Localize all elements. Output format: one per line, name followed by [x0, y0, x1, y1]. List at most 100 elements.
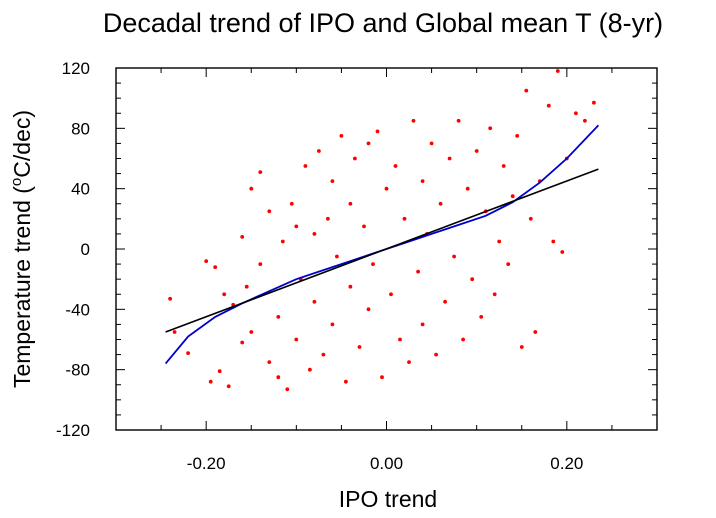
scatter-point	[348, 201, 353, 206]
scatter-point	[222, 292, 227, 297]
x-tick-label: 0.20	[550, 454, 583, 473]
x-tick-label: 0.00	[370, 454, 403, 473]
scatter-point	[515, 134, 520, 138]
scatter-point	[420, 322, 425, 327]
scatter-point	[294, 224, 299, 229]
y-axis-title: Temperature trend (oC/dec)	[8, 110, 35, 388]
scatter-point	[289, 201, 294, 206]
scatter-point	[506, 262, 511, 266]
scatter-point	[312, 299, 317, 304]
scatter-point	[276, 375, 281, 380]
scatter-point	[371, 262, 375, 266]
scatter-point	[411, 118, 416, 123]
chart-title: Decadal trend of IPO and Global mean T (…	[103, 8, 663, 38]
scatter-point	[249, 186, 254, 191]
scatter-point	[172, 330, 177, 334]
scatter-point	[434, 352, 438, 357]
scatter-point	[452, 254, 456, 259]
y-tick-label: 120	[62, 59, 90, 78]
scatter-point	[335, 254, 339, 259]
scatter-point	[393, 164, 398, 168]
scatter-point	[353, 156, 357, 161]
scatter-point	[330, 322, 335, 327]
scatter-point	[249, 330, 254, 334]
scatter-point	[420, 179, 425, 184]
scatter-point	[447, 156, 452, 161]
scatter-point	[470, 277, 475, 282]
scatter-point	[546, 103, 551, 108]
scatter-point	[551, 239, 556, 244]
scatter-point	[380, 375, 384, 380]
scatter-point	[240, 340, 245, 345]
scatter-point	[168, 296, 173, 301]
y-tick-label: -40	[65, 300, 90, 319]
scatter-point	[362, 224, 366, 229]
scatter-point	[479, 315, 484, 319]
scatter-point	[330, 179, 335, 184]
y-axis-title-suffix: C/dec)	[9, 110, 35, 178]
y-tick-label: 40	[71, 180, 90, 199]
scatter-point	[308, 367, 312, 372]
scatter-point	[592, 100, 596, 105]
cubic-fit-line	[164, 124, 600, 365]
y-tick-label: 0	[81, 240, 90, 259]
scatter-point	[574, 111, 578, 116]
scatter-point	[528, 216, 533, 221]
scatter-point	[533, 330, 538, 334]
scatter-point	[326, 216, 330, 221]
x-axis-title: IPO trend	[339, 486, 437, 512]
scatter-point	[560, 250, 565, 254]
scatter-point	[474, 149, 479, 153]
axis-ticks: -0.20 0.00 0.20 -120 -80 -40 0 40 80 120	[56, 59, 658, 473]
y-tick-label: 80	[71, 119, 90, 138]
scatter-point	[244, 284, 249, 289]
scatter-point	[438, 201, 443, 206]
scatter-point	[375, 129, 380, 134]
scatter-point	[524, 88, 529, 93]
scatter-point	[407, 360, 411, 364]
scatter-point	[492, 292, 497, 297]
scatter-point	[258, 170, 263, 175]
scatter-point	[312, 232, 317, 236]
y-axis-title-degree: o	[8, 178, 25, 186]
scatter-point	[501, 164, 506, 168]
scatter-point	[461, 337, 465, 342]
scatter-point	[366, 307, 371, 312]
scatter-point	[267, 209, 272, 214]
fit-lines	[164, 124, 600, 365]
scatter-point	[213, 265, 218, 269]
x-tick-label: -0.20	[187, 454, 226, 473]
scatter-point	[348, 284, 353, 289]
scatter-point	[402, 216, 407, 221]
scatter-points	[168, 69, 596, 392]
scatter-point	[280, 239, 285, 244]
scatter-point	[208, 379, 213, 384]
scatter-point	[285, 387, 290, 392]
scatter-point	[357, 345, 362, 349]
scatter-point	[366, 141, 371, 146]
scatter-point	[384, 186, 389, 191]
scatter-point	[204, 259, 209, 263]
scatter-point	[465, 186, 470, 191]
scatter-point	[497, 239, 502, 244]
scatter-point	[555, 69, 560, 73]
scatter-point	[321, 352, 326, 357]
y-axis-title-prefix: Temperature trend (	[9, 186, 35, 388]
scatter-point	[344, 379, 348, 384]
scatter-point	[583, 118, 587, 123]
y-tick-label: -80	[65, 361, 90, 380]
scatter-point	[317, 149, 321, 153]
scatter-point	[443, 299, 447, 304]
linear-fit-line	[165, 168, 599, 333]
scatter-point	[217, 369, 222, 374]
scatter-point	[510, 194, 515, 199]
scatter-point	[519, 345, 524, 349]
scatter-point	[488, 126, 493, 131]
scatter-point	[240, 235, 245, 239]
scatter-point	[389, 292, 393, 297]
scatter-point	[267, 360, 272, 364]
scatter-point	[186, 351, 191, 355]
scatter-point	[294, 337, 299, 342]
y-tick-label: -120	[56, 421, 90, 440]
scatter-point	[258, 262, 263, 266]
